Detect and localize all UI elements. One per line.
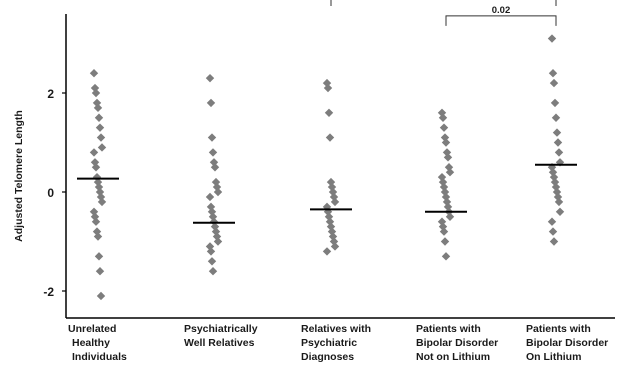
x-category-label-line: Individuals — [72, 351, 127, 363]
data-point — [213, 237, 223, 246]
significance-bracket — [445, 15, 557, 26]
data-point — [548, 227, 558, 236]
data-point — [95, 267, 105, 276]
data-point — [94, 113, 104, 122]
data-point — [96, 291, 106, 301]
data-point — [443, 153, 453, 162]
data-point — [445, 168, 455, 177]
data-point — [548, 69, 558, 78]
x-category-label: Patients with Bipolar Disorder Not on Lith… — [416, 323, 498, 363]
data-point — [440, 237, 450, 246]
data-point — [95, 123, 105, 132]
data-point — [330, 197, 340, 207]
data-point — [208, 148, 218, 157]
data-point — [97, 143, 107, 152]
data-point — [206, 98, 216, 108]
data-point — [330, 242, 340, 251]
data-point — [210, 163, 220, 172]
x-category-label: Unrelated Healthy Individuals — [68, 323, 127, 363]
data-point — [329, 237, 339, 246]
data-point — [324, 212, 334, 221]
x-category-label-line: Psychiatric — [301, 337, 357, 349]
data-point — [89, 148, 99, 157]
y-tick-label: 2 — [47, 87, 54, 101]
data-point — [206, 247, 216, 256]
data-point — [91, 217, 101, 226]
data-point — [444, 163, 454, 172]
data-point — [207, 133, 217, 142]
x-category-label-line: Healthy — [72, 337, 110, 349]
data-point — [325, 133, 335, 142]
x-category-label-line: Psychiatrically — [184, 323, 258, 335]
x-category-label-line: Patients with — [416, 323, 481, 335]
data-point — [554, 197, 564, 207]
data-point — [439, 123, 449, 132]
y-tick-label: -2 — [43, 285, 54, 299]
data-point — [439, 227, 449, 236]
data-point — [207, 257, 217, 266]
y-tick-label: 4 — [47, 0, 54, 2]
data-point — [208, 267, 218, 276]
data-point — [550, 98, 560, 108]
data-point — [208, 212, 218, 221]
data-point — [441, 252, 451, 261]
data-point — [91, 163, 101, 172]
x-category-label: Relatives with Psychiatric Diagnoses — [301, 323, 371, 363]
data-point — [549, 237, 559, 246]
data-point — [205, 73, 215, 83]
x-category-label-line: Relatives with — [301, 323, 371, 335]
data-point — [553, 138, 563, 147]
data-point — [96, 133, 106, 142]
x-category-label-line: Bipolar Disorder — [526, 337, 608, 349]
data-point — [552, 128, 562, 137]
data-point — [322, 78, 332, 88]
data-point — [95, 187, 105, 197]
data-point — [438, 113, 448, 122]
data-point — [213, 187, 223, 197]
data-point — [90, 212, 100, 221]
data-point — [93, 232, 103, 241]
y-tick-label: 0 — [47, 186, 54, 200]
data-point — [549, 78, 559, 88]
x-category-label-line: Diagnoses — [301, 351, 354, 363]
x-category-label-line: Not on Lithium — [416, 351, 490, 363]
data-point — [547, 34, 557, 43]
data-point — [328, 187, 338, 197]
data-point — [445, 212, 455, 221]
data-point — [91, 88, 101, 98]
data-point — [94, 252, 104, 261]
data-point — [322, 247, 332, 256]
p-value-label: 0.02 — [492, 5, 511, 16]
x-category-label-line: Patients with — [526, 323, 591, 335]
data-point — [97, 197, 107, 207]
y-axis-label: Adjusted Telomere Length — [13, 110, 25, 242]
x-category-label-line: Bipolar Disorder — [416, 337, 498, 349]
significance-bracket — [330, 0, 557, 7]
x-category-label-line: Unrelated — [68, 323, 116, 335]
data-point — [555, 207, 565, 216]
data-point — [205, 192, 215, 202]
x-category-label: Patients with Bipolar Disorder On Lithium — [526, 323, 608, 363]
data-point — [93, 103, 103, 113]
data-point — [324, 108, 334, 117]
x-category-label-line: Well Relatives — [184, 337, 255, 349]
data-point — [551, 113, 561, 122]
x-category-label: Psychiatrically Well Relatives — [184, 323, 258, 349]
data-point — [554, 148, 564, 157]
data-point — [323, 83, 333, 93]
x-category-label-line: On Lithium — [526, 351, 581, 363]
data-point — [547, 217, 557, 226]
plot-area: -2 0 2 4 Unrelated Healthy Individuals Psychiat… — [43, 0, 615, 363]
data-point — [440, 187, 450, 197]
data-point — [441, 138, 451, 147]
data-point — [89, 69, 99, 78]
data-point — [210, 222, 220, 231]
